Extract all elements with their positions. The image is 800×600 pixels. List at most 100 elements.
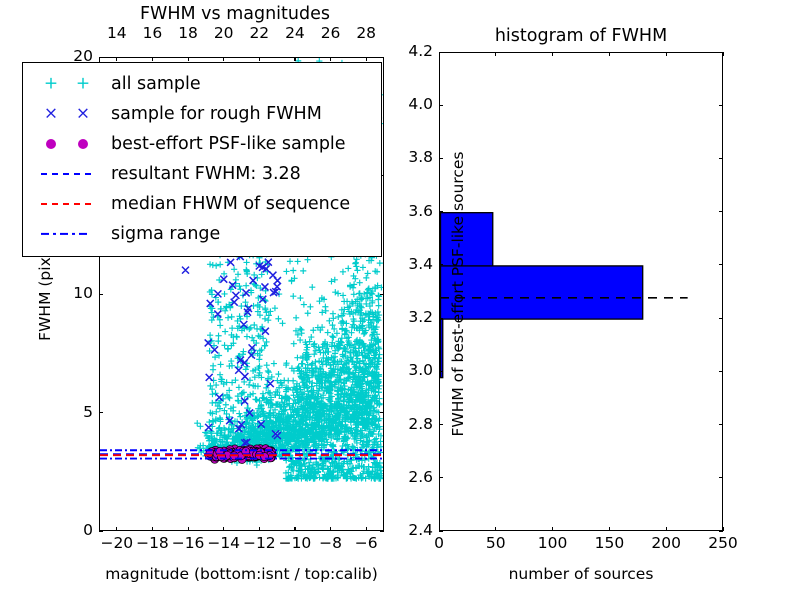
right-y-tick-4.0: 4.0 — [408, 95, 433, 114]
legend-label: all sample — [111, 74, 201, 94]
legend-label: best-effort PSF-like sample — [111, 134, 346, 154]
right-x-tickmark — [438, 527, 440, 531]
left-bottom-tick-6: −8 — [319, 534, 342, 552]
right-x-tick-150: 150 — [594, 534, 625, 552]
right-y-tickmark — [439, 530, 443, 532]
right-y-tickmark — [439, 51, 443, 53]
right-y-tickmark-right — [719, 317, 723, 319]
right-y-tickmark-right — [719, 370, 723, 372]
right-x-tickmark-top — [608, 52, 610, 56]
right-y-tick-2.8: 2.8 — [408, 414, 433, 433]
legend-item-3[interactable]: resultant FWHM: 3.28 — [31, 159, 371, 189]
right-y-tickmark — [439, 264, 443, 266]
right-panel-title: histogram of FWHM — [494, 26, 668, 46]
left-bottom-tickmark — [294, 527, 296, 531]
right-y-tickmark-right — [719, 211, 723, 213]
legend-label: sigma range — [111, 224, 221, 244]
right-x-tick-250: 250 — [708, 534, 738, 552]
legend-marker-cross-icon: × × — [31, 101, 105, 127]
left-top-tickmark — [223, 57, 225, 61]
left-top-tick-20: 20 — [213, 24, 234, 42]
right-y-tickmark — [439, 157, 443, 160]
right-y-tickmark — [439, 370, 443, 372]
left-top-tickmark — [294, 57, 296, 61]
left-top-tick-16: 16 — [142, 24, 163, 42]
left-y-tickmark — [380, 56, 384, 58]
left-y-tick-5: 5 — [83, 402, 93, 421]
legend-glyph — [41, 232, 91, 236]
legend-item-2[interactable]: best-effort PSF-like sample — [31, 129, 371, 159]
legend-glyph — [41, 173, 91, 175]
right-x-tick-0: 0 — [434, 534, 444, 552]
right-y-tick-3.0: 3.0 — [408, 361, 433, 380]
right-y-tickmark — [439, 477, 443, 479]
left-top-tick-26: 26 — [320, 24, 341, 42]
right-x-tickmark — [608, 527, 610, 531]
right-y-tickmark-right — [719, 264, 723, 266]
left-top-tick-14: 14 — [106, 24, 127, 42]
legend-label: resultant FWHM: 3.28 — [111, 164, 301, 184]
left-top-tickmark — [187, 57, 189, 61]
left-bottom-tickmark — [223, 527, 225, 531]
right-x-tickmark — [665, 527, 667, 531]
histogram-axes — [439, 52, 723, 531]
right-x-tickmark — [722, 527, 724, 531]
left-top-tick-22: 22 — [249, 24, 270, 42]
left-bottom-tick-5: −10 — [278, 534, 312, 552]
legend-glyph: × — [43, 103, 59, 124]
right-y-tickmark-right — [719, 477, 723, 479]
legend-marker-plus-icon: + + — [31, 71, 105, 97]
legend-marker-dashdot-icon — [31, 221, 105, 247]
right-y-tick-3.4: 3.4 — [408, 254, 433, 273]
left-y-tickmark — [99, 412, 103, 414]
legend-glyph: + — [43, 73, 59, 94]
left-y-tickmark — [380, 293, 384, 295]
left-bottom-tick-1: −18 — [136, 534, 169, 552]
right-ylabel: FWHM of best-effort PSF-like sources — [449, 151, 467, 437]
right-y-tickmark-right — [719, 51, 723, 53]
right-y-tick-2.6: 2.6 — [408, 467, 433, 486]
left-top-tickmark — [151, 57, 154, 61]
left-top-tick-28: 28 — [356, 24, 377, 42]
left-bottom-tickmark — [116, 527, 118, 531]
left-y-tick-0: 0 — [83, 521, 93, 539]
right-x-tickmark-top — [665, 52, 667, 56]
left-panel-title: FWHM vs magnitudes — [139, 4, 330, 24]
right-x-tick-100: 100 — [537, 534, 568, 552]
left-top-tickmark — [330, 57, 332, 61]
right-y-tick-3.2: 3.2 — [408, 308, 433, 327]
legend-item-5[interactable]: sigma range — [31, 219, 371, 249]
left-top-tickmark — [365, 57, 367, 61]
legend-marker-dashed-icon — [31, 161, 105, 187]
left-bottom-tickmark — [330, 527, 332, 531]
right-y-tickmark-right — [719, 424, 723, 426]
legend-glyph: × — [75, 103, 91, 124]
left-bottom-tick-3: −14 — [207, 534, 241, 552]
right-x-tickmark — [495, 527, 497, 531]
histogram-plot-area — [440, 212, 688, 379]
left-y-tickmark — [99, 530, 103, 532]
left-bottom-tickmark — [187, 527, 189, 531]
left-top-tick-24: 24 — [285, 24, 305, 42]
legend-item-0[interactable]: + + all sample — [31, 69, 371, 99]
left-y-tickmark — [380, 530, 384, 532]
right-y-tickmark — [439, 317, 443, 319]
left-y-tickmark — [380, 175, 384, 177]
right-y-tickmark-right — [719, 157, 723, 160]
left-bottom-tickmark — [151, 527, 154, 531]
right-x-tickmark — [552, 527, 554, 531]
left-bottom-tickmark — [258, 527, 260, 531]
right-y-tickmark-right — [719, 104, 723, 106]
right-y-tickmark — [439, 211, 443, 213]
legend-item-4[interactable]: median FHWM of sequence — [31, 189, 371, 219]
legend-box: + + all sample × × sample for rough FWHM best-… — [22, 62, 382, 257]
right-y-tick-4.2: 4.2 — [408, 42, 433, 60]
legend-item-1[interactable]: × × sample for rough FWHM — [31, 99, 371, 129]
legend-glyph — [46, 139, 56, 149]
right-xlabel: number of sources — [508, 565, 654, 583]
legend-glyph — [41, 203, 91, 205]
legend-label: median FHWM of sequence — [111, 194, 351, 214]
left-y-tickmark — [380, 412, 384, 414]
left-bottom-tickmark — [365, 527, 367, 531]
legend-marker-dot-icon — [31, 131, 105, 157]
